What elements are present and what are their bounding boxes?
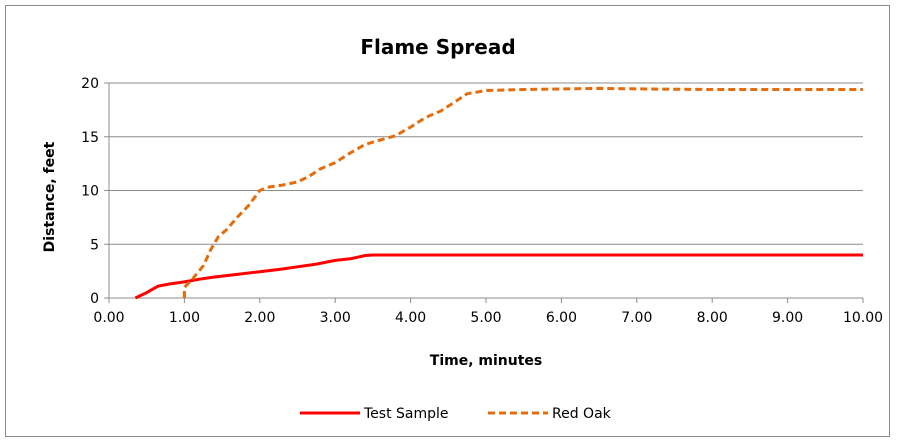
x-tick-label-7.00: 7.00 [621, 310, 652, 326]
legend: Test Sample Red Oak [300, 406, 612, 422]
axes [104, 82, 864, 303]
x-tick-label-1.00: 1.00 [169, 310, 200, 326]
y-tick-label-5: 5 [90, 237, 99, 253]
chart-frame: Flame Spread 0 5 10 15 20 0.00 1.00 2.00 3.00 4.… [5, 5, 890, 437]
x-tick-labels: 0.00 1.00 2.00 3.00 4.00 5.00 6.00 7.00 8.00 9.00… [93, 310, 883, 326]
y-tick-label-15: 15 [81, 130, 99, 146]
x-tick-label-3.00: 3.00 [320, 310, 351, 326]
chart-title: Flame Spread [360, 35, 515, 59]
series-line-2 [182, 86, 863, 298]
series-lines [134, 86, 863, 300]
x-axis-title: Time, minutes [430, 353, 542, 369]
x-tick-label-5.00: 5.00 [470, 310, 501, 326]
x-tick-label-2.00: 2.00 [244, 310, 275, 326]
x-tick-label-6.00: 6.00 [546, 310, 577, 326]
y-tick-label-0: 0 [90, 291, 99, 307]
x-tick-label-0.00: 0.00 [93, 310, 124, 326]
x-tick-label-8.00: 8.00 [697, 310, 728, 326]
y-axis-title: Distance, feet [42, 141, 58, 252]
gridlines [109, 82, 863, 245]
x-tick-label-9.00: 9.00 [772, 310, 803, 326]
chart-canvas: Flame Spread 0 5 10 15 20 0.00 1.00 2.00 3.00 4.… [42, 35, 883, 422]
x-tick-label-10.00: 10.00 [843, 310, 883, 326]
x-tick-label-4.00: 4.00 [395, 310, 426, 326]
y-tick-label-20: 20 [81, 76, 99, 92]
y-tick-labels: 0 5 10 15 20 [81, 76, 99, 307]
y-tick-label-10: 10 [81, 184, 99, 200]
series-line-1 [134, 253, 863, 300]
legend-label-1: Test Sample [363, 406, 449, 422]
legend-label-2: Red Oak [552, 406, 612, 422]
